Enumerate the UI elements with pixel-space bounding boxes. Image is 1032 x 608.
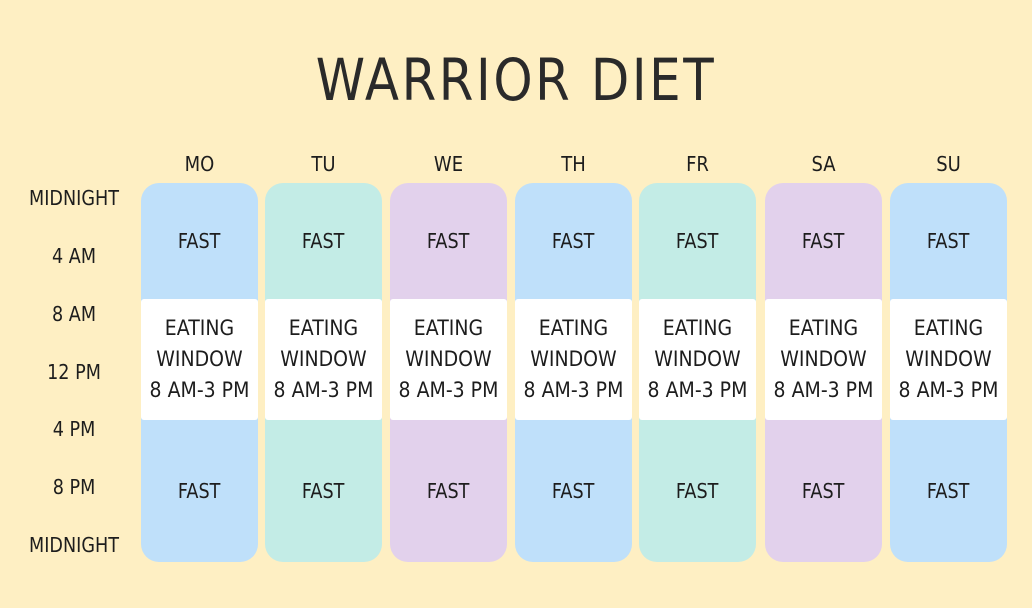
window-label: WINDOW bbox=[530, 347, 617, 371]
day-header-we: WE bbox=[433, 152, 464, 176]
fast-label: FAST bbox=[676, 229, 719, 253]
time-label-midnight-end: MIDNIGHT bbox=[29, 533, 119, 557]
eating-window-block: EATING WINDOW 8 AM-3 PM bbox=[265, 299, 382, 420]
fast-block-evening: FAST bbox=[890, 420, 1007, 562]
window-label: WINDOW bbox=[654, 347, 741, 371]
day-header-sa: SA bbox=[811, 152, 836, 176]
fast-block-morning: FAST bbox=[265, 183, 382, 299]
time-label-8am: 8 AM bbox=[51, 302, 97, 326]
fast-block-evening: FAST bbox=[265, 420, 382, 562]
fast-label: FAST bbox=[302, 479, 345, 503]
eating-window-block: EATING WINDOW 8 AM-3 PM bbox=[141, 299, 258, 420]
fast-block-evening: FAST bbox=[765, 420, 882, 562]
day-column-su: FAST EATING WINDOW 8 AM-3 PM FAST bbox=[890, 183, 1007, 562]
day-column-th: FAST EATING WINDOW 8 AM-3 PM FAST bbox=[515, 183, 632, 562]
eating-label: EATING bbox=[164, 316, 235, 340]
eating-hours: 8 AM-3 PM bbox=[273, 378, 374, 402]
fast-label: FAST bbox=[427, 479, 470, 503]
eating-label: EATING bbox=[413, 316, 484, 340]
window-label: WINDOW bbox=[780, 347, 867, 371]
fast-block-morning: FAST bbox=[765, 183, 882, 299]
page-title: WARRIOR DIET bbox=[315, 46, 717, 114]
fast-label: FAST bbox=[178, 479, 221, 503]
time-label-12pm: 12 PM bbox=[47, 360, 101, 384]
eating-window-block: EATING WINDOW 8 AM-3 PM bbox=[390, 299, 507, 420]
day-header-fr: FR bbox=[686, 152, 709, 176]
eating-hours: 8 AM-3 PM bbox=[523, 378, 624, 402]
fast-block-morning: FAST bbox=[890, 183, 1007, 299]
window-label: WINDOW bbox=[405, 347, 492, 371]
fast-label: FAST bbox=[927, 479, 970, 503]
window-label: WINDOW bbox=[280, 347, 367, 371]
eating-label: EATING bbox=[288, 316, 359, 340]
day-header-mo: MO bbox=[184, 152, 215, 176]
day-column-tu: FAST EATING WINDOW 8 AM-3 PM FAST bbox=[265, 183, 382, 562]
window-label: WINDOW bbox=[905, 347, 992, 371]
day-column-fr: FAST EATING WINDOW 8 AM-3 PM FAST bbox=[639, 183, 756, 562]
day-header-tu: TU bbox=[311, 152, 336, 176]
day-header-su: SU bbox=[936, 152, 961, 176]
time-label-4am: 4 AM bbox=[51, 244, 97, 268]
time-label-4pm: 4 PM bbox=[52, 417, 96, 441]
fast-block-morning: FAST bbox=[515, 183, 632, 299]
time-label-8pm: 8 PM bbox=[52, 475, 96, 499]
day-column-we: FAST EATING WINDOW 8 AM-3 PM FAST bbox=[390, 183, 507, 562]
day-column-mo: FAST EATING WINDOW 8 AM-3 PM FAST bbox=[141, 183, 258, 562]
fast-block-evening: FAST bbox=[515, 420, 632, 562]
window-label: WINDOW bbox=[156, 347, 243, 371]
time-label-midnight-start: MIDNIGHT bbox=[29, 186, 119, 210]
fast-block-evening: FAST bbox=[639, 420, 756, 562]
fast-label: FAST bbox=[552, 229, 595, 253]
eating-label: EATING bbox=[662, 316, 733, 340]
day-column-sa: FAST EATING WINDOW 8 AM-3 PM FAST bbox=[765, 183, 882, 562]
fast-block-morning: FAST bbox=[390, 183, 507, 299]
fast-label: FAST bbox=[676, 479, 719, 503]
fast-label: FAST bbox=[552, 479, 595, 503]
eating-hours: 8 AM-3 PM bbox=[647, 378, 748, 402]
eating-window-block: EATING WINDOW 8 AM-3 PM bbox=[890, 299, 1007, 420]
fast-label: FAST bbox=[802, 479, 845, 503]
fast-label: FAST bbox=[927, 229, 970, 253]
fast-label: FAST bbox=[427, 229, 470, 253]
eating-label: EATING bbox=[913, 316, 984, 340]
eating-hours: 8 AM-3 PM bbox=[398, 378, 499, 402]
day-header-th: TH bbox=[561, 152, 586, 176]
eating-hours: 8 AM-3 PM bbox=[149, 378, 250, 402]
eating-hours: 8 AM-3 PM bbox=[773, 378, 874, 402]
fast-label: FAST bbox=[178, 229, 221, 253]
eating-window-block: EATING WINDOW 8 AM-3 PM bbox=[765, 299, 882, 420]
eating-label: EATING bbox=[538, 316, 609, 340]
fast-block-morning: FAST bbox=[639, 183, 756, 299]
fast-label: FAST bbox=[802, 229, 845, 253]
eating-window-block: EATING WINDOW 8 AM-3 PM bbox=[515, 299, 632, 420]
fast-block-evening: FAST bbox=[141, 420, 258, 562]
fast-block-morning: FAST bbox=[141, 183, 258, 299]
fast-block-evening: FAST bbox=[390, 420, 507, 562]
fast-label: FAST bbox=[302, 229, 345, 253]
eating-hours: 8 AM-3 PM bbox=[898, 378, 999, 402]
eating-label: EATING bbox=[788, 316, 859, 340]
eating-window-block: EATING WINDOW 8 AM-3 PM bbox=[639, 299, 756, 420]
